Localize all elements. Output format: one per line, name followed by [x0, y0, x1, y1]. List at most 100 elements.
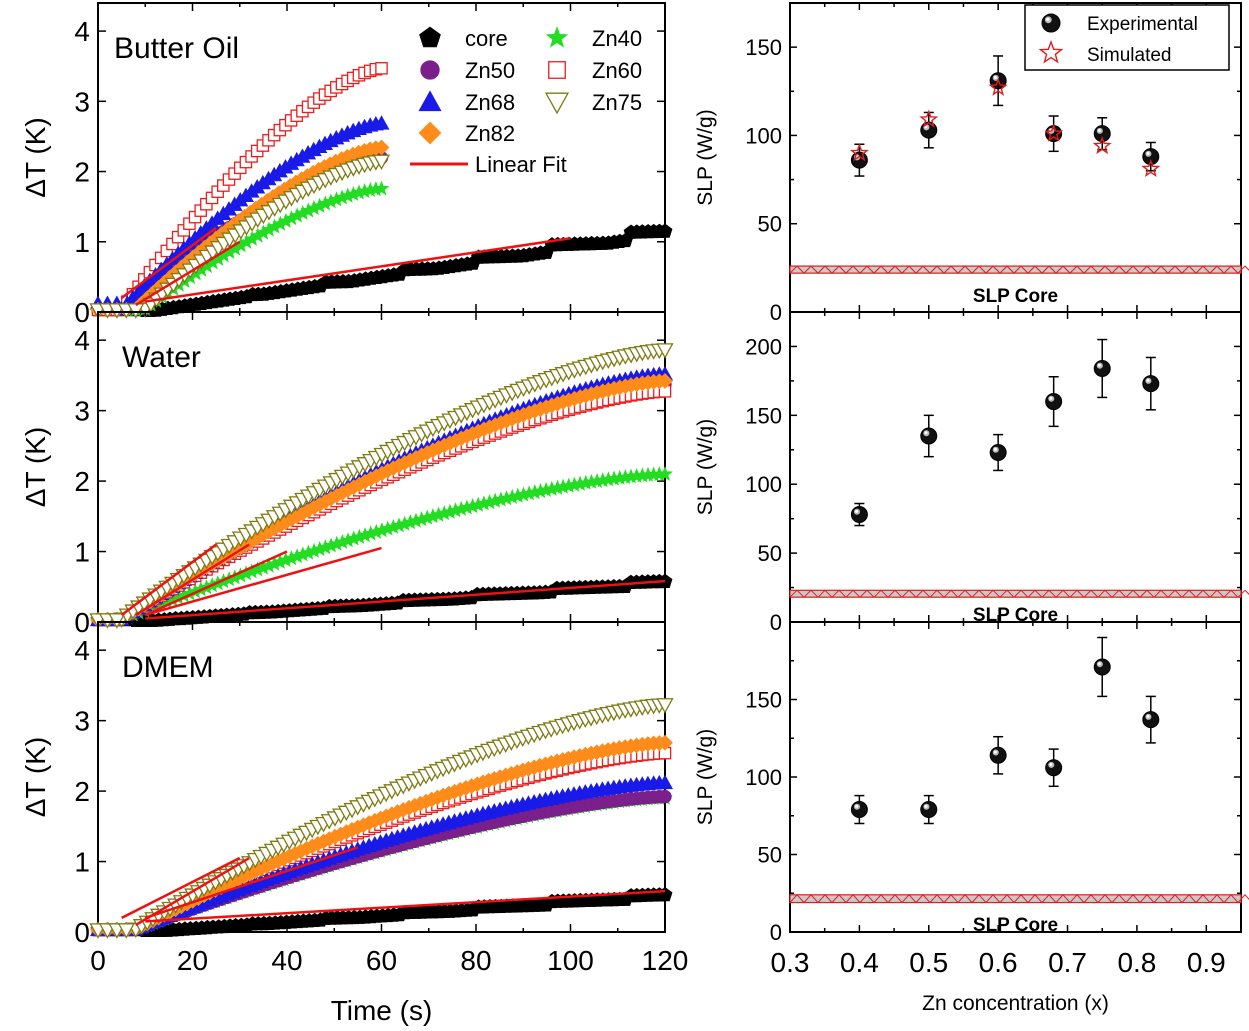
series-zn68	[89, 115, 390, 316]
data-point	[1093, 125, 1111, 143]
y-tick-label: 4	[74, 16, 90, 47]
panel-label: Butter Oil	[114, 32, 239, 65]
slp-core-band-hatch	[789, 589, 1249, 598]
data-point	[920, 121, 938, 139]
data-point	[1142, 375, 1160, 393]
slp-core-band-hatch	[789, 894, 1249, 903]
x-tick-label: 100	[547, 945, 594, 976]
data-point	[850, 151, 868, 169]
x-tick-label: 0.4	[840, 947, 879, 978]
legend-label-core: core	[465, 26, 508, 51]
legend-swatch-core	[419, 26, 441, 48]
x-tick-label: 80	[460, 945, 491, 976]
x-tick-label: 0.9	[1187, 947, 1226, 978]
x-tick-label: 0.5	[909, 947, 948, 978]
panel-label: Water	[122, 341, 201, 374]
data-point	[656, 343, 674, 359]
legend-swatch-zn82	[418, 121, 442, 145]
linear-fit-line	[144, 550, 288, 617]
x-tick-label: 120	[642, 945, 689, 976]
x-tick-label: 0.7	[1048, 947, 1087, 978]
y-tick-label: 50	[758, 541, 782, 566]
data-point	[117, 923, 135, 939]
data-point	[375, 62, 388, 75]
y-tick-label: 0	[74, 297, 90, 328]
y-axis-title: SLP (W/g)	[694, 419, 717, 515]
legend-swatch-zn40	[545, 26, 569, 48]
data-point	[657, 734, 673, 751]
linear-fit-line	[144, 546, 382, 617]
legend-label-experimental: Experimental	[1087, 14, 1198, 35]
y-axis-title: ΔT (K)	[20, 427, 51, 507]
panel-left-top: 0 1 2 3 4 ΔT (K) Butter Oil core Zn40 Zn50 Zn60 Zn6…	[20, 2, 673, 328]
legend-label-zn68: Zn68	[465, 90, 515, 115]
legend: Experimental Simulated	[1024, 4, 1230, 71]
y-tick-label: 0	[770, 920, 782, 945]
x-axis-title: Time (s)	[331, 995, 433, 1026]
series-experimental	[850, 636, 1160, 825]
data-point	[1142, 711, 1160, 729]
data-point	[920, 427, 938, 445]
legend-box	[1024, 4, 1230, 71]
data-point	[1045, 759, 1063, 777]
linear-fit-line	[120, 543, 217, 616]
data-point	[1141, 159, 1161, 178]
legend-label-zn82: Zn82	[465, 121, 515, 146]
data-point	[372, 154, 391, 171]
linear-fit-line	[145, 237, 571, 303]
data-point	[656, 774, 674, 790]
data-point	[1093, 359, 1111, 377]
y-tick-label: 100	[745, 472, 782, 497]
slp-core-label: SLP Core	[973, 605, 1058, 626]
data-point	[108, 613, 126, 629]
series-simulated	[849, 77, 1161, 178]
linear-fit-line	[144, 846, 359, 920]
plot-frame	[789, 621, 1242, 933]
y-tick-label: 4	[74, 635, 90, 666]
data-point	[657, 573, 673, 589]
y-tick-label: 3	[74, 86, 90, 117]
series-experimental	[850, 338, 1160, 527]
legend-label-zn40: Zn40	[592, 26, 642, 51]
panel-left-middle: 0 1 2 3 4 ΔT (K) Water	[20, 311, 674, 638]
y-tick-label: 0	[770, 610, 782, 635]
slp-core-band-hatch	[789, 265, 1249, 274]
y-tick-label: 150	[745, 35, 782, 60]
data-point	[657, 373, 673, 389]
linear-fit-line	[120, 226, 217, 299]
panel-right-top: 0 50 100 150 SLP (W/g) SLP Core Experimental Si…	[694, 2, 1249, 325]
data-point	[1142, 148, 1160, 166]
series-zn75	[89, 343, 674, 629]
legend-swatch-simulated	[1038, 39, 1064, 64]
y-tick-label: 2	[74, 157, 90, 188]
data-point	[989, 444, 1007, 462]
data-point	[658, 789, 672, 804]
data-point	[1045, 393, 1063, 411]
data-point	[373, 180, 390, 196]
data-point	[850, 801, 868, 819]
x-tick-label: 40	[271, 945, 302, 976]
data-point	[1044, 123, 1064, 142]
legend-label-linear-fit: Linear Fit	[475, 152, 567, 177]
y-tick-label: 2	[74, 776, 90, 807]
data-point	[656, 698, 674, 714]
y-tick-label: 3	[74, 706, 90, 737]
x-tick-label: 60	[366, 945, 397, 976]
data-point	[919, 109, 939, 128]
y-tick-label: 1	[74, 847, 90, 878]
data-point	[657, 223, 673, 238]
data-point	[657, 465, 673, 482]
data-point	[1092, 135, 1112, 155]
x-axis-title: Zn concentration (x)	[922, 992, 1109, 1015]
data-point	[1093, 658, 1111, 676]
y-axis-title: ΔT (K)	[20, 737, 51, 817]
data-point	[989, 746, 1007, 764]
y-tick-label: 150	[745, 403, 782, 428]
y-tick-label: 100	[745, 765, 782, 790]
data-point	[373, 115, 390, 130]
y-tick-label: 3	[74, 396, 90, 427]
y-tick-label: 0	[770, 300, 782, 325]
x-tick-label: 0	[90, 945, 106, 976]
legend-label-simulated: Simulated	[1087, 45, 1172, 66]
